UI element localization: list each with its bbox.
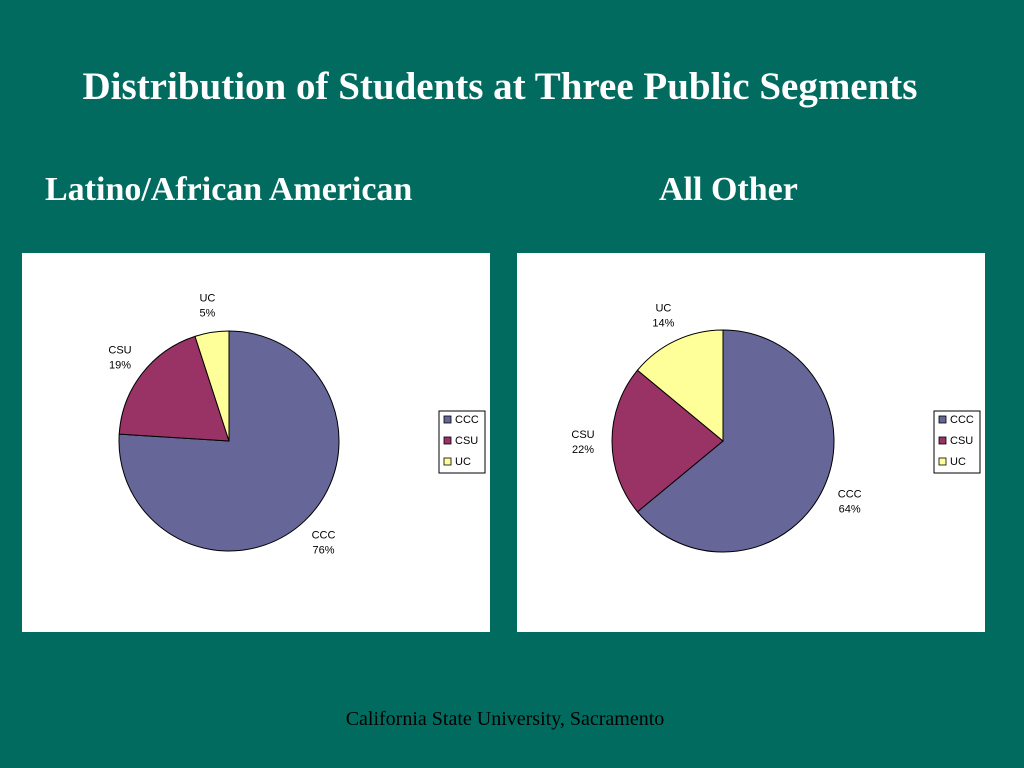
slice-value-label-ccc: 64%: [839, 504, 861, 516]
chart-2-title: All Other: [659, 171, 798, 208]
legend-swatch-csu: [443, 436, 452, 445]
slice-label-csu: CSU: [571, 429, 594, 441]
chart-legend: CCC CSU UC: [438, 410, 486, 474]
slice-label-uc: UC: [655, 302, 671, 314]
pie-slice-csu: [118, 335, 230, 442]
legend-swatch-ccc: [443, 415, 452, 424]
slice-value-label-csu: 22%: [572, 444, 594, 456]
legend-swatch-uc: [938, 457, 947, 466]
pie-slice-uc: [194, 330, 230, 442]
slide-title: Distribution of Students at Three Public…: [82, 65, 918, 108]
slice-label-csu: CSU: [108, 344, 131, 356]
pie-slice-uc: [636, 329, 724, 443]
slice-value-label-csu: 19%: [109, 359, 131, 371]
pie-chart-1: CCC 76% CSU 19% UC 5% CCC CSU UC: [108, 293, 486, 557]
legend-swatch-ccc: [938, 415, 947, 424]
slice-value-label-uc: 14%: [652, 317, 674, 329]
slice-label-uc: UC: [199, 293, 215, 305]
chart-1-title: Latino/African American: [45, 171, 413, 208]
legend-label-uc: UC: [950, 456, 966, 468]
pie-chart-2: CCC 64% CSU 22% UC 14% CCC CSU UC: [571, 302, 981, 553]
legend-swatch-uc: [443, 457, 452, 466]
slice-value-label-uc: 5%: [199, 308, 215, 320]
chart-panel-2: CCC 64% CSU 22% UC 14% CCC CSU UC: [517, 253, 985, 632]
chart-panel-1: CCC 76% CSU 19% UC 5% CCC CSU UC: [22, 253, 490, 632]
pie-slice-csu: [611, 369, 724, 513]
legend-label-ccc: CCC: [950, 414, 974, 426]
footer-text: California State University, Sacramento: [345, 708, 665, 730]
pie-slice-ccc: [636, 329, 835, 553]
chart-legend: CCC CSU UC: [933, 410, 981, 474]
slice-label-ccc: CCC: [312, 530, 336, 542]
slice-value-label-ccc: 76%: [312, 545, 334, 557]
legend-label-uc: UC: [455, 456, 471, 468]
legend-label-ccc: CCC: [455, 414, 479, 426]
legend-label-csu: CSU: [950, 435, 973, 447]
legend-label-csu: CSU: [455, 435, 478, 447]
slice-label-ccc: CCC: [838, 489, 862, 501]
legend-swatch-csu: [938, 436, 947, 445]
